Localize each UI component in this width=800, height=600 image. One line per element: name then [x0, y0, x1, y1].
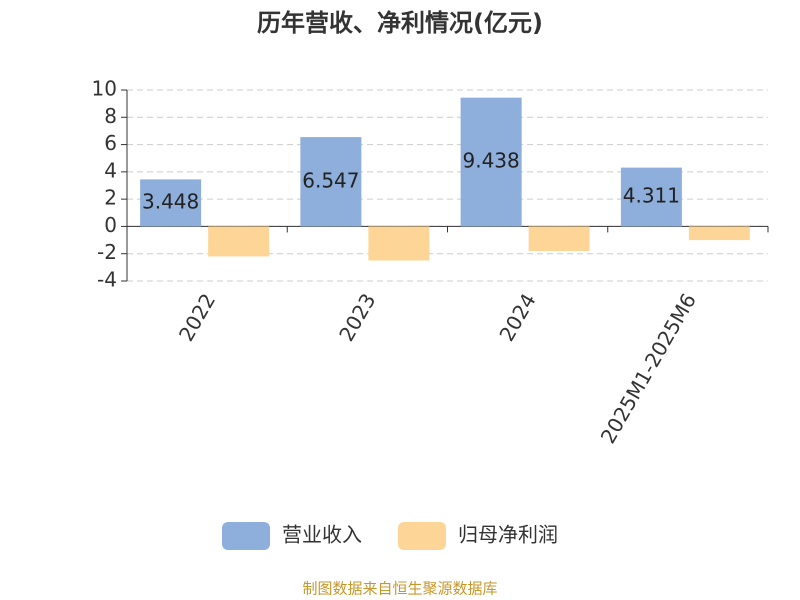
legend-swatch: [398, 522, 446, 550]
data-label: 6.547: [302, 168, 359, 192]
y-tick-label: 10: [92, 77, 117, 101]
x-tick-label: 2022: [174, 289, 220, 345]
bar: [368, 226, 430, 261]
y-tick-label: 4: [104, 158, 117, 182]
bar: [528, 226, 590, 251]
y-tick-label: 0: [104, 213, 117, 237]
bar: [460, 97, 522, 227]
legend-swatch: [222, 522, 270, 550]
bar: [140, 179, 202, 227]
bar: [208, 226, 270, 257]
y-tick-label: 2: [104, 186, 117, 210]
x-tick-label: 2024: [494, 289, 540, 345]
legend-label: 归母净利润: [458, 523, 558, 547]
y-tick-label: 6: [104, 131, 117, 155]
bar: [620, 167, 682, 227]
data-label: 4.311: [623, 184, 680, 208]
bar: [688, 226, 750, 241]
data-label: 9.438: [462, 149, 519, 173]
chart-title: 历年营收、净利情况(亿元): [257, 9, 543, 37]
data-label: 3.448: [142, 189, 199, 213]
x-tick-label: 2025M1-2025M6: [596, 289, 701, 447]
y-tick-label: -2: [97, 240, 117, 264]
y-tick-label: -4: [97, 268, 117, 292]
x-tick-label: 2023: [334, 289, 380, 345]
y-tick-label: 8: [104, 104, 117, 128]
bar: [300, 137, 362, 227]
source-note: 制图数据来自恒生聚源数据库: [302, 580, 497, 598]
legend-label: 营业收入: [282, 523, 362, 547]
